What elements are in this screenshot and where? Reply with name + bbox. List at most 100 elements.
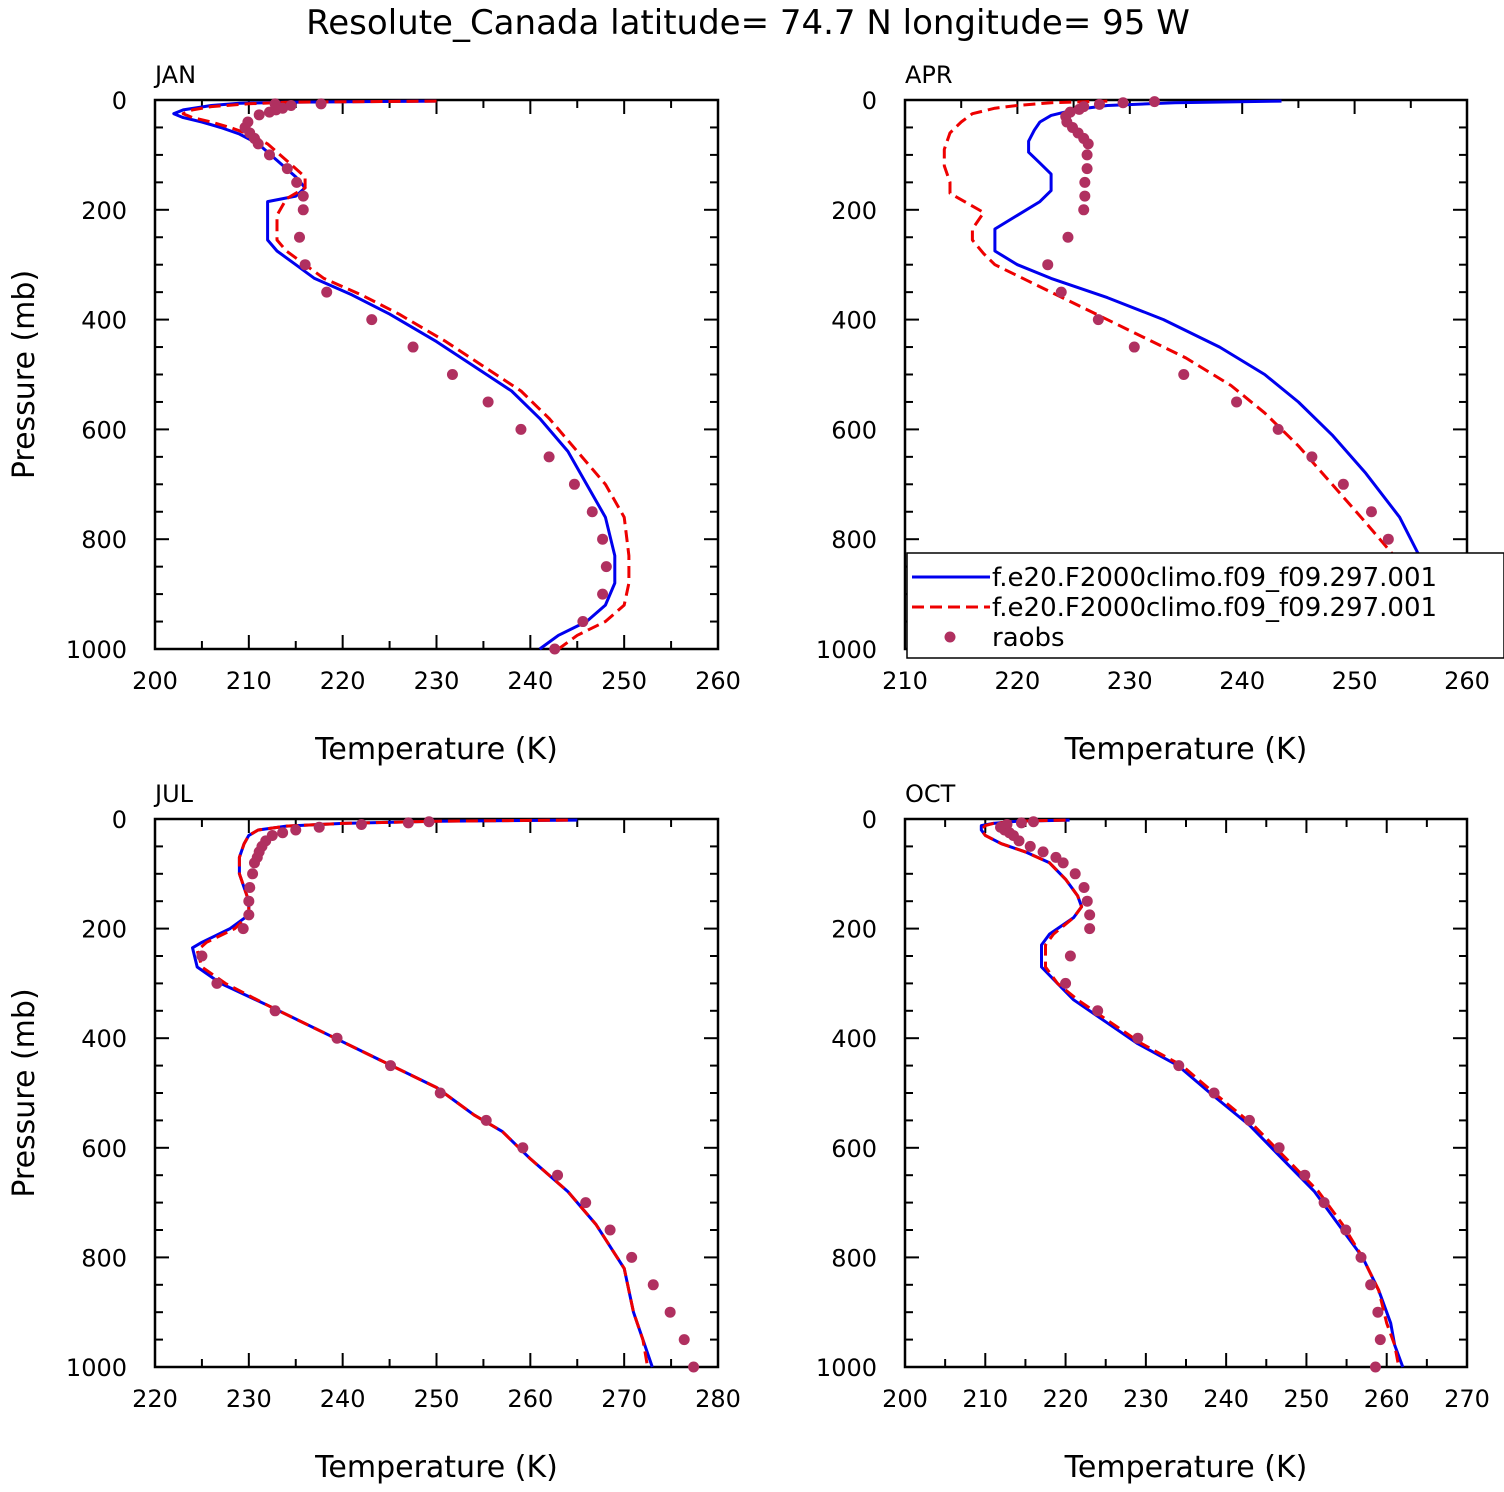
legend: f.e20.F2000climo.f09_f09.297.001f.e20.F2… xyxy=(906,552,1504,659)
x-tick-label: 270 xyxy=(601,1385,647,1413)
model-line-dashed xyxy=(181,99,631,651)
raobs-point xyxy=(1128,341,1140,353)
raobs-point xyxy=(568,478,580,490)
raobs-point xyxy=(243,895,255,907)
raobs-point xyxy=(1078,204,1090,216)
raobs-point xyxy=(664,1306,676,1318)
plot-area xyxy=(191,816,700,1373)
raobs-point xyxy=(277,827,289,839)
y-tick-label: 600 xyxy=(81,1135,127,1163)
raobs-point xyxy=(482,396,494,408)
panel-label: APR xyxy=(905,61,953,89)
legend-label: f.e20.F2000climo.f09_f09.297.001 xyxy=(992,563,1437,593)
y-tick-label: 1000 xyxy=(816,1354,877,1382)
raobs-point xyxy=(1340,1224,1352,1236)
raobs-point xyxy=(1062,231,1074,243)
raobs-point xyxy=(290,824,302,836)
x-axis-label: Temperature (K) xyxy=(314,732,558,767)
raobs-point xyxy=(1374,1334,1386,1346)
model-line-solid xyxy=(172,99,617,651)
x-tick-label: 220 xyxy=(320,667,366,695)
x-tick-label: 210 xyxy=(962,1385,1008,1413)
x-tick-label: 230 xyxy=(1107,667,1153,695)
x-tick-label: 220 xyxy=(1043,1385,1089,1413)
raobs-point xyxy=(1231,396,1243,408)
raobs-point xyxy=(1355,1251,1367,1263)
raobs-point xyxy=(252,138,264,150)
raobs-point xyxy=(1013,835,1025,847)
raobs-point xyxy=(1272,423,1284,435)
raobs-point xyxy=(480,1114,492,1126)
y-tick-label: 800 xyxy=(831,1244,877,1272)
raobs-point xyxy=(1057,857,1069,869)
x-tick-label: 250 xyxy=(601,667,647,695)
raobs-point xyxy=(299,259,311,271)
raobs-point xyxy=(263,106,275,118)
raobs-point xyxy=(604,1224,616,1236)
model-line-solid xyxy=(993,99,1435,649)
raobs-point xyxy=(402,817,414,829)
y-tick-label: 200 xyxy=(81,916,127,944)
panel-jan: JAN 200 210 220 230 240 250 260 0 200 400 600 800 100… xyxy=(7,61,741,767)
legend-marker-raobs xyxy=(944,631,956,643)
raobs-point xyxy=(586,506,598,518)
raobs-point xyxy=(678,1334,690,1346)
raobs-point xyxy=(244,882,256,893)
x-tick-label: 210 xyxy=(882,667,928,695)
raobs-point xyxy=(281,163,293,175)
y-tick-label: 400 xyxy=(81,1025,127,1053)
raobs-point xyxy=(600,561,612,573)
x-tick-label: 230 xyxy=(1123,1385,1169,1413)
raobs-point xyxy=(1092,1005,1104,1017)
raobs-point xyxy=(1069,868,1081,880)
x-tick-label: 280 xyxy=(695,1385,741,1413)
legend-box xyxy=(906,552,1504,659)
raobs-point xyxy=(196,950,208,962)
raobs-point xyxy=(423,816,435,828)
raobs-point xyxy=(1318,1197,1330,1209)
raobs-point xyxy=(1372,1306,1384,1318)
raobs-point xyxy=(1015,817,1027,829)
y-tick-label: 400 xyxy=(831,1025,877,1053)
raobs-point xyxy=(1027,816,1039,828)
raobs-point xyxy=(355,818,367,830)
raobs-point xyxy=(297,190,309,202)
raobs-point xyxy=(1081,149,1093,161)
raobs-point xyxy=(515,423,527,435)
raobs-point xyxy=(552,1169,564,1181)
y-tick-label: 0 xyxy=(862,87,877,115)
raobs-point xyxy=(1073,103,1085,115)
raobs-point xyxy=(1337,478,1349,490)
plot-frame xyxy=(153,98,720,651)
raobs-point xyxy=(407,341,419,353)
y-tick-label: 1000 xyxy=(66,636,127,664)
raobs-point xyxy=(366,314,378,326)
raobs-point xyxy=(1060,977,1072,989)
x-tick-label: 240 xyxy=(507,667,553,695)
raobs-point xyxy=(1117,97,1129,109)
raobs-point xyxy=(626,1251,638,1263)
raobs-point xyxy=(243,909,255,921)
raobs-point xyxy=(263,149,275,161)
y-tick-label: 200 xyxy=(831,197,877,225)
plot-frame xyxy=(903,817,1469,1369)
raobs-point xyxy=(446,369,458,380)
figure-title: Resolute_Canada latitude= 74.7 N longitu… xyxy=(306,3,1190,43)
y-tick-label: 0 xyxy=(112,87,127,115)
y-axis-label: Pressure (mb) xyxy=(7,988,42,1197)
raobs-point xyxy=(1149,96,1161,108)
raobs-point xyxy=(1369,1361,1381,1373)
x-tick-label: 260 xyxy=(1364,1385,1410,1413)
panel-label: JAN xyxy=(153,61,196,89)
raobs-point xyxy=(1042,259,1054,271)
plot-area xyxy=(172,98,631,655)
raobs-point xyxy=(597,588,609,600)
raobs-point xyxy=(1055,286,1067,298)
raobs-point xyxy=(1084,923,1096,935)
raobs-point xyxy=(1382,533,1394,545)
raobs-point xyxy=(1243,1114,1255,1126)
model-line-dashed xyxy=(979,818,1401,1368)
raobs-point xyxy=(688,1361,700,1373)
panel-apr: APR 210 220 230 240 250 260 0 200 400 600 800 1000 Te… xyxy=(816,61,1490,767)
legend-label: f.e20.F2000climo.f09_f09.297.001 xyxy=(992,593,1437,623)
